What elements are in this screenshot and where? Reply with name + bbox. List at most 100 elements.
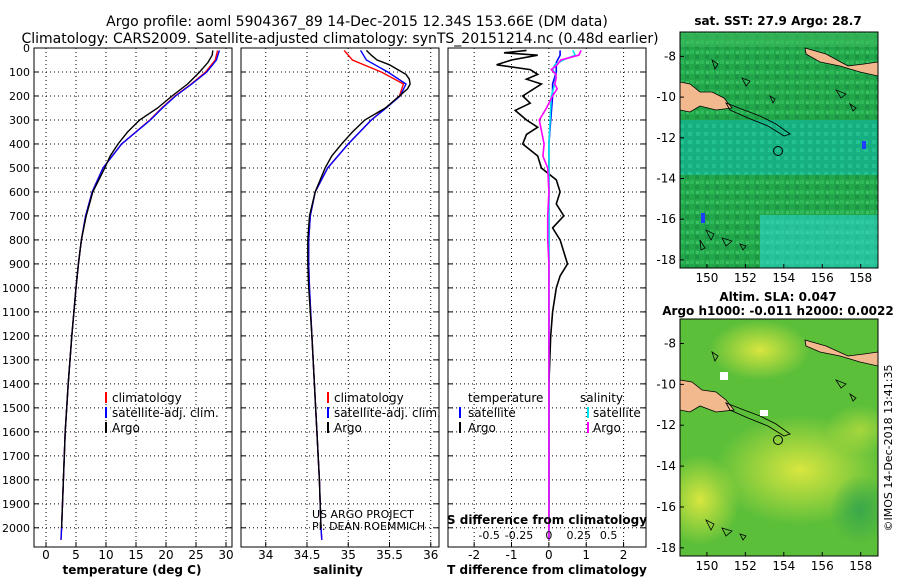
salinity-x-ticks: 34 34.5 35 35.5 36 [258, 542, 438, 562]
sst-map-title: sat. SST: 27.9 Argo: 28.7 [694, 14, 861, 28]
legend-label-argo: Argo [334, 421, 362, 435]
s-difference-axis-title: S difference from climatology [447, 513, 647, 527]
legend-label-s-satellite: satellite [593, 406, 641, 420]
x-tick-label: 15 [128, 548, 143, 562]
x-tick-label: 35 [341, 548, 356, 562]
depth-tick-label: 1500 [2, 402, 30, 415]
depth-tick-label: 0 [23, 42, 30, 55]
salinity-grid [241, 47, 439, 547]
legend-label-s-argo: Argo [593, 421, 621, 435]
legend-label-climatology: climatology [334, 391, 404, 405]
map-x-tick-label: 158 [849, 271, 872, 285]
difference-s-ticks: -0.5 -0.25 0 0.25 0.5 [478, 529, 617, 542]
depth-tick-label: 1700 [2, 450, 30, 463]
sst-map [680, 32, 878, 268]
series-climatology [308, 49, 405, 540]
map-y-tick-label: -8 [664, 49, 676, 63]
map-x-tick-label: 152 [734, 559, 757, 573]
depth-tick-label: 1100 [2, 306, 30, 319]
legend-label-t-satellite: satellite [468, 406, 516, 420]
series-satellite-adj-clim- [308, 50, 407, 540]
legend-swatch-argo [327, 422, 329, 433]
x-tick-label: 30 [218, 548, 233, 562]
depth-tick-label: 1400 [2, 378, 30, 391]
s-tick-label: 0.5 [600, 529, 618, 542]
temperature-x-ticks: 0 5 10 15 20 25 30 [42, 542, 234, 562]
legend-swatch-t-argo [459, 422, 461, 433]
map-y-tick-label: -16 [656, 500, 676, 514]
depth-tick-label: 1900 [2, 498, 30, 511]
s-tick-label: -0.5 [478, 529, 499, 542]
depth-axis-labels: 0 100 200 300 400 500 600 700 800 900 1000 1100 1200… [2, 42, 30, 535]
legend-label-argo: Argo [112, 421, 140, 435]
series-satellite-adj-clim- [60, 50, 221, 540]
header-climatology: Climatology: CARS2009. Satellite-adjuste… [21, 31, 658, 47]
x-tick-label: 25 [188, 548, 203, 562]
sst-profile-marker [773, 146, 783, 156]
difference-panel [447, 47, 647, 548]
map-x-tick-label: 156 [811, 271, 834, 285]
series-s-satellite [548, 50, 577, 540]
legend-swatch-t-satellite [459, 407, 461, 418]
depth-tick-label: 1200 [2, 330, 30, 343]
depth-tick-label: 1000 [2, 282, 30, 295]
s-tick-label: -0.25 [505, 529, 533, 542]
legend-label-t-argo: Argo [468, 421, 496, 435]
legend-swatch-s-argo [587, 422, 589, 433]
land-new-britain [804, 47, 878, 77]
depth-tick-label: 1600 [2, 426, 30, 439]
sst-map-frame [679, 31, 879, 269]
temperature-xlabel: temperature (deg C) [63, 563, 202, 577]
legend-label-satellite: satellite-adj. clim. [334, 406, 441, 420]
depth-tick-label: 600 [9, 186, 30, 199]
depth-tick-label: 400 [9, 138, 30, 151]
map-x-tick-label: 154 [772, 559, 795, 573]
map-x-tick-label: 152 [734, 271, 757, 285]
salinity-legend: climatology satellite-adj. clim. Argo [327, 391, 441, 435]
map-y-tick-label: -10 [656, 90, 676, 104]
legend-swatch-satellite [327, 407, 329, 418]
map-y-tick-label: -16 [656, 212, 676, 226]
legend-swatch-argo [105, 422, 107, 433]
legend-title-salinity: salinity [580, 391, 623, 405]
x-tick-label: 10 [98, 548, 113, 562]
depth-tick-label: 300 [9, 114, 30, 127]
altim-map-title: Altim. SLA: 0.047 [719, 290, 836, 304]
depth-tick-label: 100 [9, 66, 30, 79]
x-tick-label: 20 [158, 548, 173, 562]
map-y-tick-label: -8 [664, 337, 676, 351]
altim-map [680, 319, 878, 556]
legend-label-satellite: satellite-adj. clim. [112, 406, 219, 420]
depth-tick-label: 800 [9, 234, 30, 247]
temperature-legend: climatology satellite-adj. clim. Argo [105, 391, 219, 435]
x-tick-label: 35.5 [376, 548, 403, 562]
map-x-tick-label: 150 [695, 271, 718, 285]
legend-title-temperature: temperature [468, 391, 543, 405]
depth-tick-label: 200 [9, 90, 30, 103]
map-y-tick-label: -10 [656, 377, 676, 391]
series-t-argo [496, 49, 569, 528]
depth-tick-label: 1300 [2, 354, 30, 367]
x-tick-label: 1 [582, 548, 590, 562]
series-argo [60, 50, 214, 528]
map-y-tick-label: -12 [656, 131, 676, 145]
depth-tick-label: 900 [9, 258, 30, 271]
x-tick-label: 5 [72, 548, 80, 562]
land-png [680, 81, 733, 113]
depth-tick-label: 700 [9, 210, 30, 223]
imos-credit: ©IMOS 14-Dec-2018 13:41:35 [882, 365, 895, 532]
x-tick-label: 34.5 [294, 548, 321, 562]
x-tick-label: 36 [423, 548, 438, 562]
x-tick-label: 0 [545, 548, 553, 562]
x-tick-label: -2 [468, 548, 480, 562]
x-tick-label: 0 [42, 548, 50, 562]
map-y-tick-label: -18 [656, 253, 676, 267]
altim-map-subtitle: Argo h1000: -0.011 h2000: 0.0022 [662, 304, 893, 318]
salinity-panel [240, 47, 440, 548]
legend-swatch-satellite [105, 407, 107, 418]
map-x-tick-label: 150 [695, 559, 718, 573]
map-x-tick-label: 156 [811, 559, 834, 573]
temperature-panel [33, 47, 233, 548]
x-tick-label: -1 [506, 548, 518, 562]
